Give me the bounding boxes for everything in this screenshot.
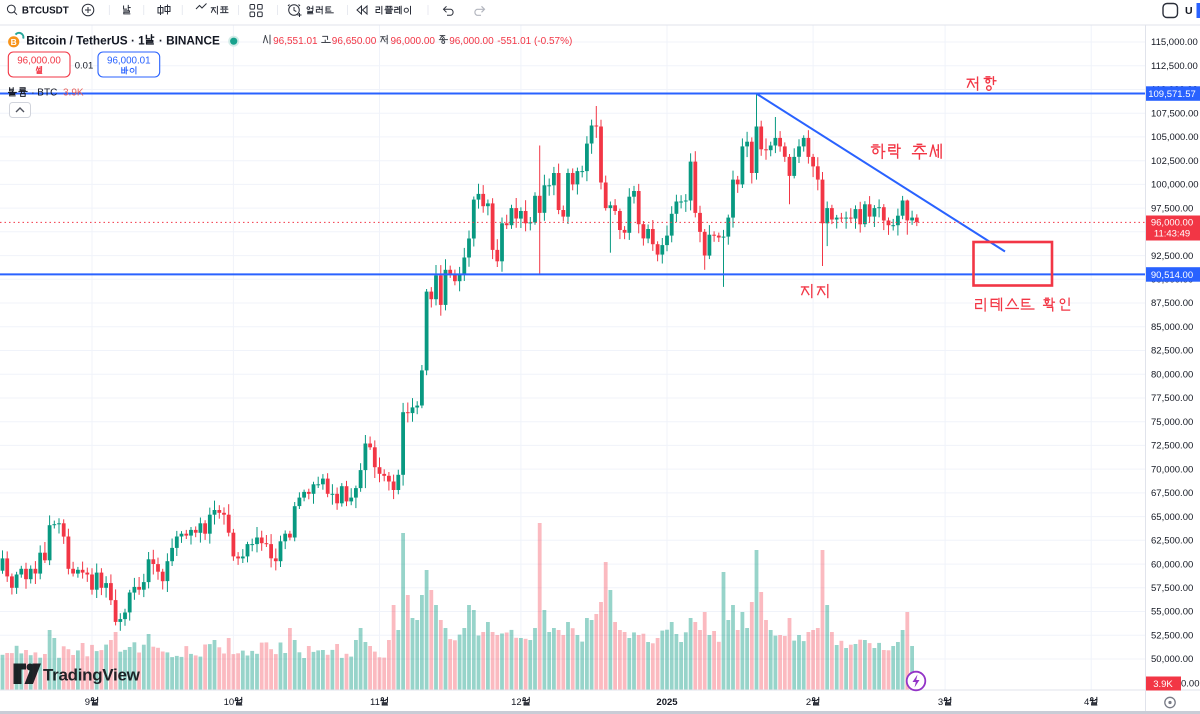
svg-text:109,571.57: 109,571.57 (1148, 89, 1196, 100)
svg-text:0.01: 0.01 (75, 61, 94, 72)
svg-text:52,500.00: 52,500.00 (1151, 631, 1193, 642)
svg-text:96,551.01: 96,551.01 (273, 36, 318, 47)
svg-text:55,000.00: 55,000.00 (1151, 607, 1193, 618)
svg-text:82,500.00: 82,500.00 (1151, 346, 1193, 357)
svg-text:96,000.00: 96,000.00 (391, 36, 436, 47)
svg-text:100,000.00: 100,000.00 (1151, 180, 1199, 191)
svg-text:92,500.00: 92,500.00 (1151, 251, 1193, 262)
svg-text:BTCUSDT: BTCUSDT (22, 5, 69, 16)
svg-text:96,000.01: 96,000.01 (107, 56, 151, 67)
svg-text:3.9K: 3.9K (1153, 679, 1173, 690)
svg-text:57,500.00: 57,500.00 (1151, 583, 1193, 594)
svg-text:87,500.00: 87,500.00 (1151, 298, 1193, 309)
svg-text:· BINANCE: · BINANCE (159, 33, 220, 47)
svg-text:· BTC: · BTC (31, 88, 57, 99)
svg-text:115,000.00: 115,000.00 (1151, 37, 1198, 48)
svg-text:62,500.00: 62,500.00 (1151, 536, 1193, 547)
svg-text:75,000.00: 75,000.00 (1151, 417, 1193, 428)
svg-text:2: 2 (806, 697, 811, 708)
svg-text:72,500.00: 72,500.00 (1151, 441, 1193, 452)
svg-text:107,500.00: 107,500.00 (1151, 108, 1199, 119)
svg-text:112,500.00: 112,500.00 (1151, 61, 1198, 72)
svg-text:TradingView: TradingView (43, 666, 141, 685)
svg-text:B: B (11, 37, 17, 47)
svg-text:50,000.00: 50,000.00 (1151, 654, 1193, 665)
svg-text:97,500.00: 97,500.00 (1151, 203, 1193, 214)
svg-text:105,000.00: 105,000.00 (1151, 132, 1199, 143)
svg-text:9: 9 (85, 697, 90, 708)
svg-text:4: 4 (1084, 697, 1089, 708)
svg-text:67,500.00: 67,500.00 (1151, 488, 1193, 499)
svg-text:U: U (1185, 5, 1193, 17)
svg-text:65,000.00: 65,000.00 (1151, 512, 1193, 523)
svg-text:2025: 2025 (656, 697, 678, 708)
svg-text:10: 10 (224, 697, 235, 708)
svg-text:80,000.00: 80,000.00 (1151, 369, 1193, 380)
svg-text:11: 11 (370, 697, 380, 708)
svg-text:90,514.00: 90,514.00 (1151, 270, 1193, 281)
svg-text:Bitcoin / TetherUS · 1: Bitcoin / TetherUS · 1 (26, 33, 145, 47)
svg-text:85,000.00: 85,000.00 (1151, 322, 1193, 333)
svg-text:11:43:49: 11:43:49 (1154, 229, 1190, 240)
svg-text:96,000.00: 96,000.00 (449, 36, 494, 47)
svg-text:102,500.00: 102,500.00 (1151, 156, 1199, 167)
svg-text:12: 12 (511, 697, 522, 708)
svg-text:96,000.00: 96,000.00 (1151, 218, 1193, 229)
svg-text:0.00: 0.00 (1181, 679, 1200, 690)
svg-text:3: 3 (938, 697, 943, 708)
svg-text:96,000.00: 96,000.00 (17, 56, 61, 67)
svg-text:60,000.00: 60,000.00 (1151, 559, 1193, 570)
svg-text:77,500.00: 77,500.00 (1151, 393, 1193, 404)
svg-text:-551.01 (-0.57%): -551.01 (-0.57%) (497, 36, 572, 47)
svg-text:3.9K: 3.9K (63, 88, 84, 99)
svg-text:70,000.00: 70,000.00 (1151, 464, 1193, 475)
svg-text:96,650.00: 96,650.00 (332, 36, 377, 47)
